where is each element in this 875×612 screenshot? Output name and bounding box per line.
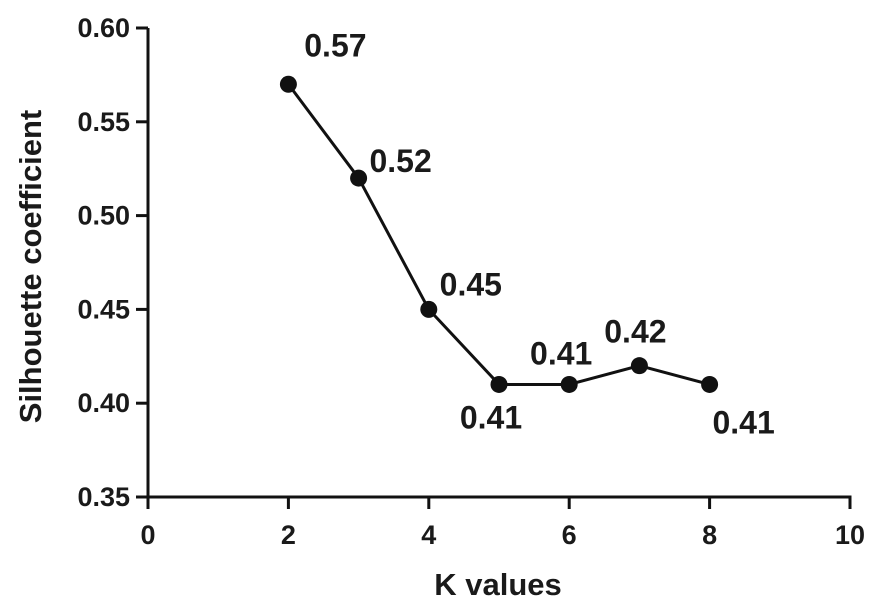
y-tick-label: 0.35: [77, 482, 130, 512]
y-axis-title: Silhouette coefficient: [13, 110, 48, 423]
data-label: 0.57: [304, 27, 366, 63]
x-tick-label: 6: [562, 520, 577, 550]
data-label: 0.42: [604, 314, 666, 350]
x-tick-label: 8: [702, 520, 717, 550]
data-labels: 0.570.520.450.410.410.420.41: [304, 27, 774, 440]
data-point: [420, 300, 438, 318]
axis-ticks: 0.35 0.40 0.45 0.50 0.55 0.60 0 2 4 6 8 10: [77, 13, 865, 550]
data-point: [490, 375, 508, 393]
data-point: [701, 375, 719, 393]
data-points: [279, 75, 719, 393]
x-tick-label: 0: [140, 520, 155, 550]
x-tick-label: 10: [835, 520, 865, 550]
y-tick-label: 0.40: [77, 388, 130, 418]
data-point: [630, 357, 648, 375]
data-point: [560, 375, 578, 393]
y-tick-label: 0.50: [77, 201, 130, 231]
y-tick-label: 0.55: [77, 107, 130, 137]
data-label: 0.52: [369, 143, 431, 179]
axes: [146, 28, 852, 499]
x-tick-label: 4: [421, 520, 436, 550]
x-tick-label: 2: [281, 520, 296, 550]
data-label: 0.41: [530, 335, 592, 371]
y-tick-label: 0.60: [77, 13, 130, 43]
data-point: [279, 75, 297, 93]
data-label: 0.41: [712, 404, 774, 440]
data-label: 0.45: [440, 266, 502, 302]
y-tick-label: 0.45: [77, 294, 130, 324]
data-label: 0.41: [460, 399, 522, 435]
x-axis-title: K values: [434, 567, 562, 602]
data-point: [350, 169, 368, 187]
